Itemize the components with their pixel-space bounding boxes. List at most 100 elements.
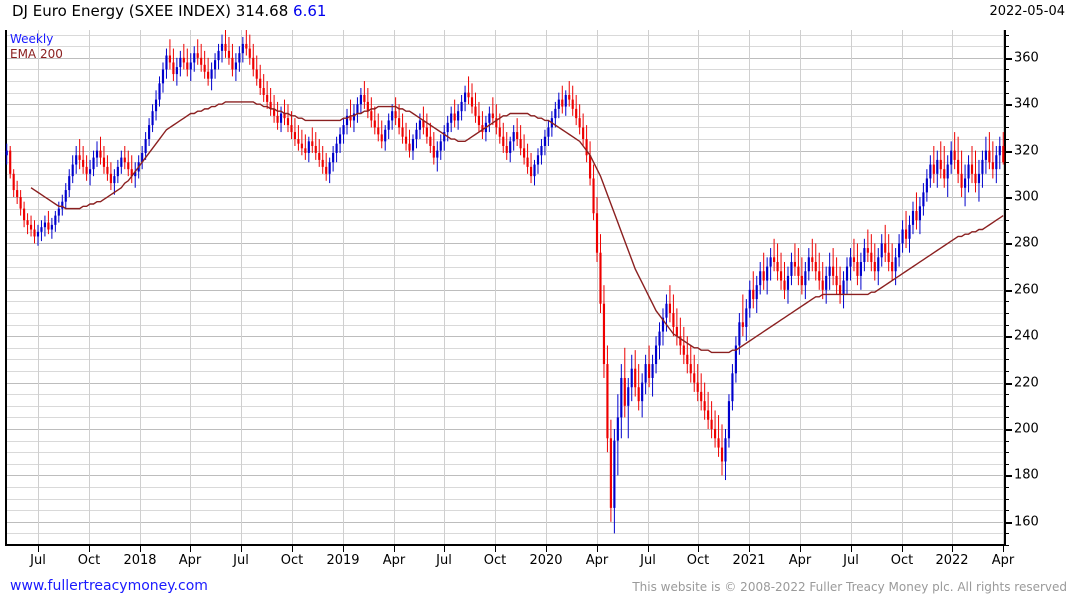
- gridline-vertical: [1003, 30, 1004, 545]
- gridline-vertical: [597, 30, 598, 545]
- y-axis-tick: [1006, 301, 1009, 302]
- gridline-vertical: [394, 30, 395, 545]
- y-axis-tick: [1006, 394, 1009, 395]
- y-axis-tick: [1006, 499, 1009, 500]
- gridline-vertical: [292, 30, 293, 545]
- x-axis-label: Oct: [686, 553, 710, 568]
- y-axis-tick: [1006, 487, 1009, 488]
- x-axis-tick: [140, 546, 141, 552]
- copyright-notice: This website is © 2008-2022 Fuller Treac…: [632, 580, 1067, 594]
- gridline-minor: [5, 348, 1005, 349]
- x-axis: [5, 544, 1006, 546]
- gridline-vertical: [140, 30, 141, 545]
- y-axis-tick: [1006, 197, 1012, 199]
- gridline-minor: [5, 394, 1005, 395]
- gridline-major: [5, 290, 1005, 291]
- x-axis-label: Apr: [788, 553, 812, 568]
- y-axis-tick: [1006, 417, 1009, 418]
- y-axis-label: 280: [1014, 235, 1039, 251]
- x-axis-label: 2018: [123, 553, 157, 568]
- page-title: DJ Euro Energy (SXEE INDEX) 314.68 6.61: [12, 2, 326, 20]
- x-axis-tick: [495, 546, 496, 552]
- x-axis-label: Apr: [382, 553, 406, 568]
- site-url[interactable]: www.fullertreacymoney.com: [10, 578, 208, 594]
- y-axis-tick: [1006, 348, 1009, 349]
- legend-ema: EMA 200: [10, 47, 63, 61]
- x-axis-label: Apr: [178, 553, 202, 568]
- gridline-major: [5, 243, 1005, 244]
- gridline-minor: [5, 174, 1005, 175]
- gridline-minor: [5, 185, 1005, 186]
- instrument-name: DJ Euro Energy (SXEE INDEX): [12, 2, 231, 20]
- gridline-minor: [5, 417, 1005, 418]
- gridline-minor: [5, 487, 1005, 488]
- y-axis-left: [5, 30, 7, 546]
- x-axis-label: Apr: [991, 553, 1015, 568]
- gridline-minor: [5, 46, 1005, 47]
- y-axis-tick: [1006, 464, 1009, 465]
- gridline-minor: [5, 499, 1005, 500]
- y-axis-tick: [1006, 46, 1009, 47]
- x-axis-tick: [851, 546, 852, 552]
- y-axis-tick: [1006, 58, 1012, 60]
- chart-header: DJ Euro Energy (SXEE INDEX) 314.68 6.61 …: [0, 0, 1075, 24]
- x-axis-label: 2020: [529, 553, 563, 568]
- ema-200-line: [30, 101, 1004, 354]
- gridline-minor: [5, 441, 1005, 442]
- y-axis-label: 300: [1014, 189, 1039, 205]
- gridline-minor: [5, 139, 1005, 140]
- y-axis-tick: [1006, 127, 1009, 128]
- y-axis-tick: [1006, 93, 1009, 94]
- y-axis-tick: [1006, 406, 1009, 407]
- gridline-minor: [5, 452, 1005, 453]
- gridline-major: [5, 151, 1005, 152]
- y-axis-tick: [1006, 35, 1009, 36]
- x-axis-label: Apr: [585, 553, 609, 568]
- x-axis-label: Oct: [890, 553, 914, 568]
- gridline-minor: [5, 464, 1005, 465]
- y-axis-tick: [1006, 533, 1009, 534]
- x-axis-label: Oct: [77, 553, 101, 568]
- y-axis-tick: [1006, 475, 1012, 477]
- gridline-vertical: [343, 30, 344, 545]
- y-axis-tick: [1006, 232, 1009, 233]
- y-axis-label: 340: [1014, 96, 1039, 112]
- gridline-vertical: [241, 30, 242, 545]
- gridline-vertical: [89, 30, 90, 545]
- gridline-vertical: [800, 30, 801, 545]
- y-axis-tick: [1006, 278, 1009, 279]
- gridline-vertical: [902, 30, 903, 545]
- x-axis-tick: [952, 546, 953, 552]
- price-change: 6.61: [293, 2, 327, 20]
- y-axis-tick: [1006, 429, 1012, 431]
- gridline-minor: [5, 81, 1005, 82]
- gridline-vertical: [851, 30, 852, 545]
- x-axis-tick: [648, 546, 649, 552]
- x-axis-tick: [698, 546, 699, 552]
- y-axis-tick: [1006, 336, 1012, 338]
- gridline-vertical: [952, 30, 953, 545]
- y-axis-tick: [1006, 383, 1012, 385]
- y-axis-tick: [1006, 290, 1012, 292]
- chart-legend: Weekly EMA 200: [10, 32, 63, 62]
- gridline-vertical: [546, 30, 547, 545]
- y-axis-tick: [1006, 243, 1012, 245]
- x-axis-tick: [38, 546, 39, 552]
- gridline-minor: [5, 313, 1005, 314]
- y-axis-tick: [1006, 162, 1009, 163]
- gridline-major: [5, 383, 1005, 384]
- x-axis-tick: [902, 546, 903, 552]
- x-axis-label: Oct: [483, 553, 507, 568]
- gridline-minor: [5, 371, 1005, 372]
- x-axis-tick: [190, 546, 191, 552]
- x-axis-tick: [749, 546, 750, 552]
- y-axis-tick: [1006, 371, 1009, 372]
- x-axis-label: 2022: [935, 553, 969, 568]
- gridline-minor: [5, 533, 1005, 534]
- y-axis-tick: [1006, 325, 1009, 326]
- candlestick-series: [5, 30, 1005, 534]
- y-axis-tick: [1006, 313, 1009, 314]
- x-axis-tick: [1003, 546, 1004, 552]
- y-axis-tick: [1006, 255, 1009, 256]
- last-price: 314.68: [235, 2, 289, 20]
